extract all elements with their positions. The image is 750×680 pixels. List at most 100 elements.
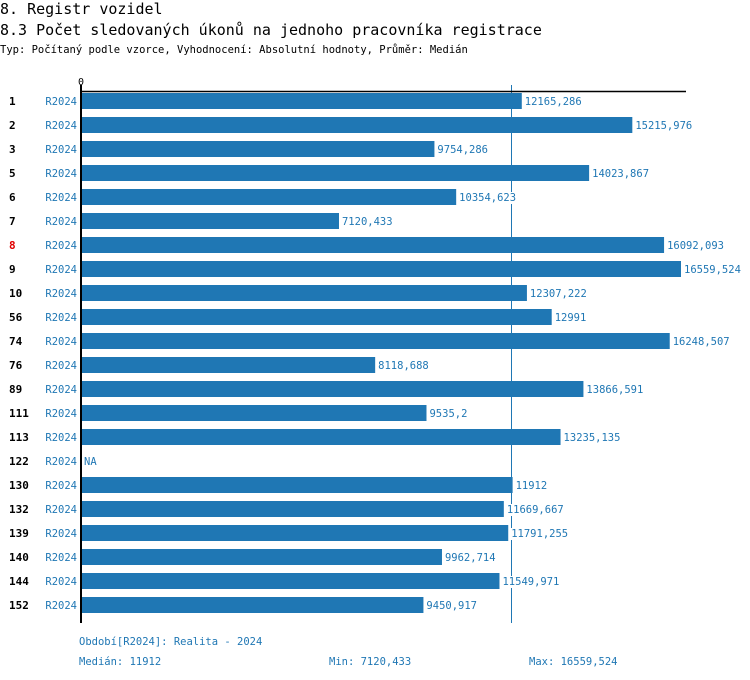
bar bbox=[81, 573, 500, 589]
value-label: 9962,714 bbox=[445, 552, 496, 564]
value-label-bg bbox=[671, 336, 731, 348]
value-label: 11912 bbox=[516, 480, 548, 492]
category-label: 9 bbox=[9, 263, 16, 276]
bar bbox=[81, 93, 522, 109]
series-label: R2024 bbox=[45, 432, 77, 444]
bar bbox=[81, 597, 424, 613]
series-label: R2024 bbox=[45, 480, 77, 492]
category-label: 8 bbox=[9, 239, 16, 252]
series-label: R2024 bbox=[45, 552, 77, 564]
series-label: R2024 bbox=[45, 384, 77, 396]
series-label: R2024 bbox=[45, 360, 77, 372]
category-label: 144 bbox=[9, 575, 29, 588]
chart-type-line: Typ: Počítaný podle vzorce, Vyhodnocení:… bbox=[0, 44, 468, 56]
value-label: 11791,255 bbox=[511, 528, 568, 540]
value-label-bg bbox=[340, 216, 394, 228]
footer-median: Medián: 11912 bbox=[79, 656, 162, 668]
value-label: 9535,2 bbox=[429, 408, 467, 420]
value-label: 7120,433 bbox=[342, 216, 393, 228]
value-label: 12991 bbox=[555, 312, 587, 324]
value-label: 16092,093 bbox=[667, 240, 724, 252]
value-label-bg bbox=[377, 360, 430, 372]
category-label: 76 bbox=[9, 359, 23, 372]
bar bbox=[81, 165, 590, 181]
value-label-bg bbox=[528, 288, 588, 300]
value-label: 13235,135 bbox=[564, 432, 621, 444]
bar bbox=[81, 141, 435, 157]
value-label: 8118,688 bbox=[378, 360, 429, 372]
value-label-bg bbox=[514, 480, 549, 492]
category-label: 152 bbox=[9, 599, 29, 612]
value-label-bg bbox=[458, 192, 518, 204]
category-label: 130 bbox=[9, 479, 29, 492]
value-label: 9754,286 bbox=[437, 144, 488, 156]
series-label: R2024 bbox=[45, 336, 77, 348]
category-label: 140 bbox=[9, 551, 29, 564]
series-label: R2024 bbox=[45, 576, 77, 588]
category-label: 1 bbox=[9, 95, 16, 108]
value-label-bg bbox=[501, 576, 561, 588]
bar bbox=[81, 429, 561, 445]
series-label: R2024 bbox=[45, 288, 77, 300]
series-label: R2024 bbox=[45, 456, 77, 468]
category-label: 89 bbox=[9, 383, 22, 396]
bar bbox=[81, 333, 670, 349]
category-label: 2 bbox=[9, 119, 16, 132]
bar bbox=[81, 405, 427, 421]
footer-period: Období[R2024]: Realita - 2024 bbox=[79, 636, 263, 648]
value-label-bg bbox=[505, 504, 565, 516]
value-label-bg bbox=[83, 456, 99, 468]
series-label: R2024 bbox=[45, 192, 77, 204]
category-label: 113 bbox=[9, 431, 29, 444]
category-label: 3 bbox=[9, 143, 16, 156]
category-label: 5 bbox=[9, 167, 16, 180]
value-label-bg bbox=[666, 240, 725, 252]
value-label: 15215,976 bbox=[635, 120, 692, 132]
series-label: R2024 bbox=[45, 264, 77, 276]
series-label: R2024 bbox=[45, 504, 77, 516]
chart-title: 8.3 Počet sledovaných úkonů na jednoho p… bbox=[0, 21, 542, 39]
series-label: R2024 bbox=[45, 240, 77, 252]
bar bbox=[81, 357, 376, 373]
bar bbox=[81, 501, 504, 517]
category-label: 10 bbox=[9, 287, 22, 300]
category-label: 111 bbox=[9, 407, 29, 420]
value-label-bg bbox=[683, 264, 742, 276]
series-label: R2024 bbox=[45, 96, 77, 108]
value-label-bg bbox=[436, 144, 490, 156]
value-label: 16559,524 bbox=[684, 264, 741, 276]
value-label: NA bbox=[84, 456, 97, 468]
section-title: 8. Registr vozidel bbox=[0, 0, 163, 18]
footer-max: Max: 16559,524 bbox=[529, 656, 618, 668]
value-label: 10354,623 bbox=[459, 192, 516, 204]
series-label: R2024 bbox=[45, 168, 77, 180]
value-label: 11549,971 bbox=[502, 576, 559, 588]
series-label: R2024 bbox=[45, 408, 77, 420]
category-label: 132 bbox=[9, 503, 29, 516]
value-label-bg bbox=[523, 96, 583, 108]
series-label: R2024 bbox=[45, 312, 77, 324]
category-label: 122 bbox=[9, 455, 29, 468]
series-label: R2024 bbox=[45, 120, 77, 132]
bar bbox=[81, 237, 665, 253]
category-label: 6 bbox=[9, 191, 16, 204]
footer-min: Min: 7120,433 bbox=[329, 656, 412, 668]
value-label: 11669,667 bbox=[507, 504, 564, 516]
series-label: R2024 bbox=[45, 600, 77, 612]
x-tick-label: 0 bbox=[78, 77, 84, 88]
value-label-bg bbox=[425, 600, 479, 612]
bar bbox=[81, 309, 552, 325]
series-label: R2024 bbox=[45, 216, 77, 228]
bar bbox=[81, 213, 339, 229]
bar bbox=[81, 117, 633, 133]
value-label-bg bbox=[562, 432, 622, 444]
bar bbox=[81, 285, 527, 301]
category-label: 139 bbox=[9, 527, 29, 540]
value-label: 16248,507 bbox=[673, 336, 730, 348]
category-label: 56 bbox=[9, 311, 23, 324]
category-label: 74 bbox=[9, 335, 23, 348]
category-label: 7 bbox=[9, 215, 16, 228]
bar bbox=[81, 477, 513, 493]
value-label: 12307,222 bbox=[530, 288, 587, 300]
